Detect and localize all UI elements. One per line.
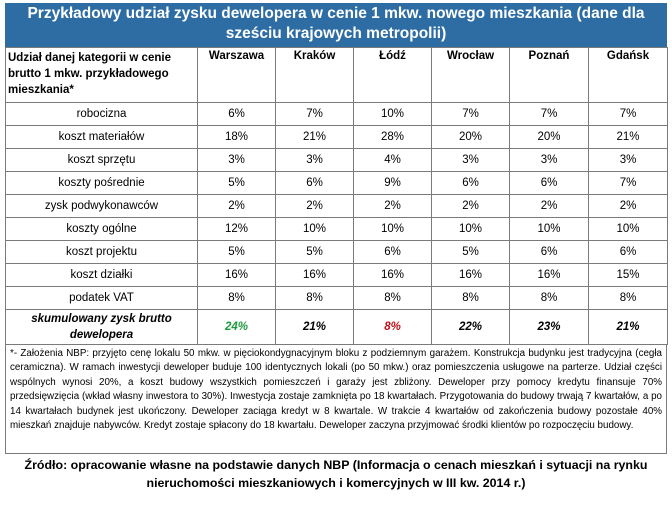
table-cell: 4%: [353, 148, 432, 172]
city-header-wroclaw: Wrocław: [431, 47, 510, 103]
table-cell: 15%: [588, 263, 668, 287]
table-row: koszt materiałów 18% 21% 28% 20% 20% 21%: [5, 125, 668, 149]
table-cell: 10%: [588, 217, 668, 241]
table-cell: 7%: [509, 102, 589, 126]
row-label: koszty ogólne: [5, 217, 198, 241]
table-cell: 6%: [275, 171, 354, 195]
city-header-gdansk: Gdańsk: [588, 47, 668, 103]
table-row: koszt sprzętu 3% 3% 4% 3% 3% 3%: [5, 148, 668, 172]
row-label: koszt projektu: [5, 240, 198, 264]
table-cell: 16%: [197, 263, 276, 287]
table-cell: 10%: [353, 217, 432, 241]
row-label: koszt działki: [5, 263, 198, 287]
table-row: koszty pośrednie 5% 6% 9% 6% 6% 7%: [5, 171, 668, 195]
table-cell: 10%: [353, 102, 432, 126]
table-cell: 20%: [509, 125, 589, 149]
city-header-warszawa: Warszawa: [197, 47, 276, 103]
table-cell: 5%: [275, 240, 354, 264]
table-row: podatek VAT 8% 8% 8% 8% 8% 8%: [5, 286, 668, 310]
row-label: koszty pośrednie: [5, 171, 198, 195]
table-cell: 16%: [431, 263, 510, 287]
header-row: Udział danej kategorii w cenie brutto 1 …: [5, 47, 668, 103]
city-header-poznan: Poznań: [509, 47, 589, 103]
table-cell: 8%: [431, 286, 510, 310]
table-cell: 2%: [197, 194, 276, 218]
table-cell: 10%: [509, 217, 589, 241]
table-cell: 6%: [588, 240, 668, 264]
row-label: zysk podwykonawców: [5, 194, 198, 218]
table-cell: 6%: [353, 240, 432, 264]
table-cell: 3%: [509, 148, 589, 172]
table-cell: 7%: [588, 102, 668, 126]
table-cell: 12%: [197, 217, 276, 241]
table-cell: 5%: [431, 240, 510, 264]
table-cell: 5%: [197, 171, 276, 195]
table-cell: 20%: [431, 125, 510, 149]
data-table: Udział danej kategorii w cenie brutto 1 …: [5, 47, 668, 345]
table-cell: 8%: [509, 286, 589, 310]
city-header-lodz: Łódź: [353, 47, 432, 103]
table-cell: 8%: [588, 286, 668, 310]
city-header-krakow: Kraków: [275, 47, 354, 103]
summary-value: 21%: [588, 309, 668, 345]
table-cell: 8%: [275, 286, 354, 310]
summary-row: skumulowany zysk brutto dewelopera 24% 2…: [5, 309, 668, 345]
table-cell: 28%: [353, 125, 432, 149]
row-label: koszt materiałów: [5, 125, 198, 149]
table-cell: 6%: [197, 102, 276, 126]
table-cell: 10%: [431, 217, 510, 241]
table-cell: 6%: [431, 171, 510, 195]
table-cell: 2%: [509, 194, 589, 218]
table-cell: 3%: [431, 148, 510, 172]
table-cell: 21%: [588, 125, 668, 149]
table-cell: 16%: [275, 263, 354, 287]
table-cell: 3%: [197, 148, 276, 172]
table-cell: 21%: [275, 125, 354, 149]
table-row: zysk podwykonawców 2% 2% 2% 2% 2% 2%: [5, 194, 668, 218]
table-cell: 2%: [431, 194, 510, 218]
table-row: koszt działki 16% 16% 16% 16% 16% 15%: [5, 263, 668, 287]
table-cell: 7%: [588, 171, 668, 195]
table-cell: 3%: [275, 148, 354, 172]
summary-value: 23%: [509, 309, 589, 345]
table-cell: 2%: [275, 194, 354, 218]
table-cell: 2%: [353, 194, 432, 218]
table-cell: 7%: [275, 102, 354, 126]
table-cell: 7%: [431, 102, 510, 126]
table-cell: 3%: [588, 148, 668, 172]
page-title: Przykładowy udział zysku dewelopera w ce…: [5, 3, 667, 47]
table-cell: 18%: [197, 125, 276, 149]
table-cell: 6%: [509, 240, 589, 264]
source-note: Źródło: opracowanie własne na podstawie …: [24, 458, 648, 490]
row-label: robocizna: [5, 102, 198, 126]
row-label: podatek VAT: [5, 286, 198, 310]
row-label: koszt sprzętu: [5, 148, 198, 172]
table-row: koszty ogólne 12% 10% 10% 10% 10% 10%: [5, 217, 668, 241]
table-cell: 8%: [353, 286, 432, 310]
summary-label: skumulowany zysk brutto dewelopera: [5, 309, 198, 345]
table-cell: 5%: [197, 240, 276, 264]
table-row: robocizna 6% 7% 10% 7% 7% 7%: [5, 102, 668, 126]
table-cell: 2%: [588, 194, 668, 218]
table-cell: 10%: [275, 217, 354, 241]
table-cell: 16%: [509, 263, 589, 287]
document: Przykładowy udział zysku dewelopera w ce…: [5, 0, 668, 492]
summary-value: 22%: [431, 309, 510, 345]
table-row: koszt projektu 5% 5% 6% 5% 6% 6%: [5, 240, 668, 264]
footnote: *- Założenia NBP: przyjęto cenę lokalu 5…: [5, 345, 667, 454]
summary-value: 21%: [275, 309, 354, 345]
category-header: Udział danej kategorii w cenie brutto 1 …: [5, 47, 198, 103]
summary-value: 8%: [353, 309, 432, 345]
table-cell: 16%: [353, 263, 432, 287]
table-cell: 9%: [353, 171, 432, 195]
summary-value: 24%: [197, 309, 276, 345]
table-cell: 6%: [509, 171, 589, 195]
table-cell: 8%: [197, 286, 276, 310]
